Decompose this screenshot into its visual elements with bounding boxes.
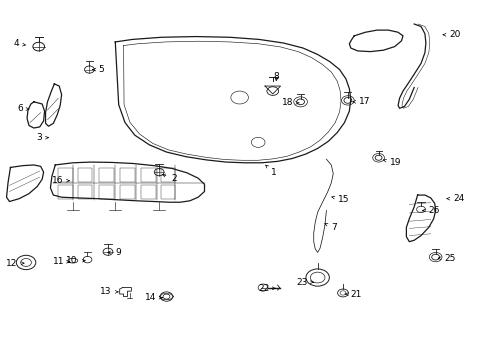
Text: 9: 9 <box>107 248 121 257</box>
Text: 6: 6 <box>17 104 29 113</box>
Text: 25: 25 <box>437 254 455 263</box>
Text: 5: 5 <box>92 65 104 74</box>
Bar <box>78 185 92 199</box>
Text: 7: 7 <box>324 223 336 232</box>
Bar <box>141 185 156 199</box>
Text: 13: 13 <box>100 287 118 296</box>
Text: 24: 24 <box>446 194 464 203</box>
Bar <box>99 168 114 182</box>
Bar <box>160 185 175 199</box>
Text: 10: 10 <box>66 256 85 265</box>
Text: 14: 14 <box>145 293 162 302</box>
Bar <box>141 168 156 182</box>
Text: 23: 23 <box>296 278 313 287</box>
Text: 1: 1 <box>265 165 277 177</box>
Bar <box>58 168 73 182</box>
Text: 2: 2 <box>162 174 177 183</box>
Bar <box>78 168 92 182</box>
Text: 16: 16 <box>52 176 69 185</box>
Text: 3: 3 <box>36 133 48 142</box>
Text: 22: 22 <box>258 284 275 293</box>
Text: 8: 8 <box>273 72 279 81</box>
Bar <box>120 168 135 182</box>
Text: 26: 26 <box>422 206 439 215</box>
Bar <box>120 185 135 199</box>
Bar <box>160 168 175 182</box>
Bar <box>99 185 114 199</box>
Text: 21: 21 <box>345 289 362 298</box>
Text: 4: 4 <box>14 39 25 48</box>
Text: 17: 17 <box>352 97 370 106</box>
Text: 20: 20 <box>442 30 460 39</box>
Text: 18: 18 <box>281 98 298 107</box>
Text: 19: 19 <box>383 158 401 167</box>
Text: 15: 15 <box>331 195 349 204</box>
Bar <box>58 185 73 199</box>
Text: 11: 11 <box>53 257 70 266</box>
Text: 12: 12 <box>6 259 24 268</box>
